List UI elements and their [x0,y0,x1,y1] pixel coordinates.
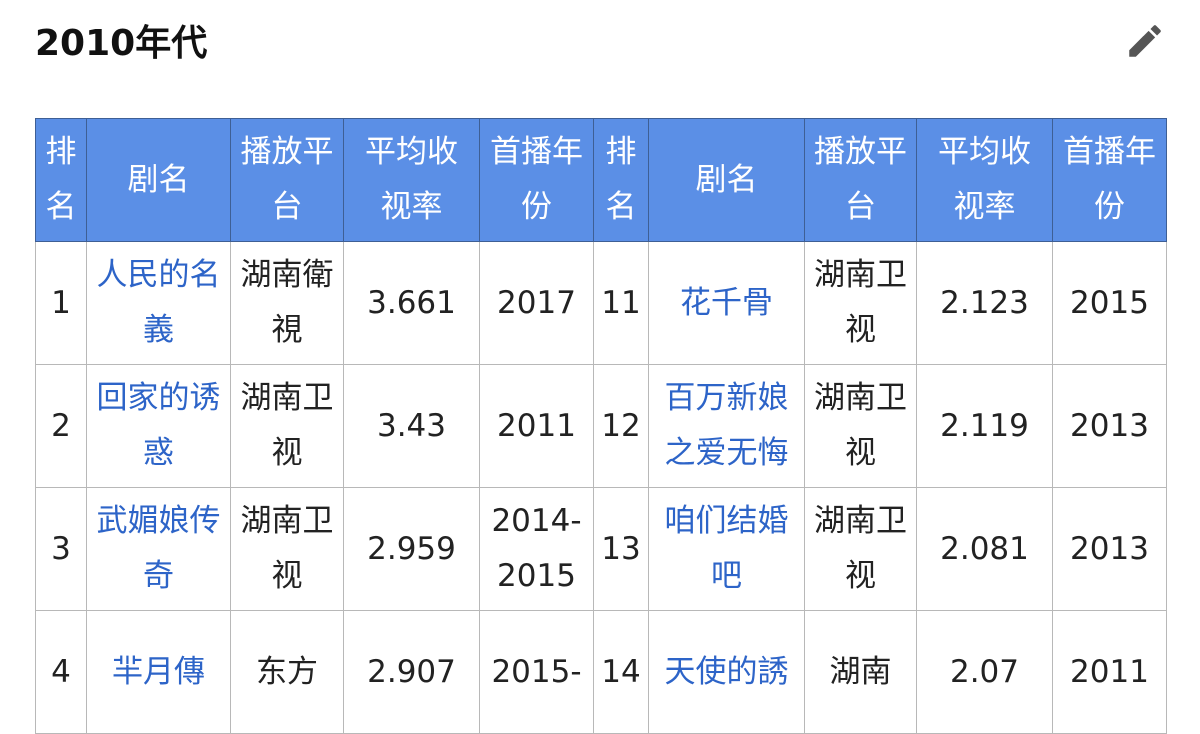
cell-rating: 2.081 [916,487,1053,611]
cell-rank: 3 [35,487,87,611]
cell-rank: 11 [593,241,649,365]
header-row: 排名 剧名 播放平台 平均收视率 首播年份 排名 剧名 播放平台 平均收视率 首播年份 [35,118,1167,242]
cell-rating: 2.07 [916,610,1053,734]
table-row: 3 武媚娘传奇 湖南卫视 2.959 2014-2015 13 咱们结婚吧 湖南卫视 2.081… [35,487,1167,611]
column-header: 平均收视率 [916,118,1053,242]
cell-year: 2011 [479,364,594,488]
column-header: 剧名 [648,118,805,242]
cell-platform: 湖南卫视 [804,241,917,365]
column-header: 首播年份 [1052,118,1167,242]
column-header: 剧名 [86,118,231,242]
cell-platform: 东方 [230,610,344,734]
show-title-link[interactable]: 人民的名義 [86,241,231,365]
table-row: 1 人民的名義 湖南衛視 3.661 2017 11 花千骨 湖南卫视 2.123 2015 [35,241,1167,365]
show-title-link[interactable]: 回家的诱惑 [86,364,231,488]
column-header: 首播年份 [479,118,594,242]
cell-rating: 2.123 [916,241,1053,365]
section-title: 2010年代 [35,23,208,64]
cell-rank: 1 [35,241,87,365]
cell-platform: 湖南衛視 [230,241,344,365]
cell-rating: 2.119 [916,364,1053,488]
cell-rank: 4 [35,610,87,734]
cell-rank: 14 [593,610,649,734]
cell-year: 2014-2015 [479,487,594,611]
cell-rank: 2 [35,364,87,488]
column-header: 平均收视率 [343,118,480,242]
cell-rank: 13 [593,487,649,611]
cell-year: 2011 [1052,610,1167,734]
cell-rating: 3.661 [343,241,480,365]
show-title-link[interactable]: 羋月傳 [86,610,231,734]
show-title-link[interactable]: 天使的誘 [648,610,805,734]
column-header: 排名 [35,118,87,242]
cell-rating: 2.907 [343,610,480,734]
cell-platform: 湖南 [804,610,917,734]
cell-rating: 3.43 [343,364,480,488]
cell-platform: 湖南卫视 [804,364,917,488]
column-header: 播放平台 [804,118,917,242]
column-header: 排名 [593,118,649,242]
table-row: 2 回家的诱惑 湖南卫视 3.43 2011 12 百万新娘之爱无悔 湖南卫视 2.119 201… [35,364,1167,488]
cell-platform: 湖南卫视 [230,487,344,611]
cell-rank: 12 [593,364,649,488]
ratings-table: 排名 剧名 播放平台 平均收视率 首播年份 排名 剧名 播放平台 平均收视率 首播年份 1 人民的名… [35,118,1167,734]
show-title-link[interactable]: 咱们结婚吧 [648,487,805,611]
pencil-icon[interactable] [1124,20,1166,62]
table-row: 4 羋月傳 东方 2.907 2015- 14 天使的誘 湖南 2.07 2011 [35,610,1167,734]
cell-year: 2015- [479,610,594,734]
column-header: 播放平台 [230,118,344,242]
show-title-link[interactable]: 百万新娘之爱无悔 [648,364,805,488]
show-title-link[interactable]: 武媚娘传奇 [86,487,231,611]
cell-year: 2013 [1052,364,1167,488]
cell-platform: 湖南卫视 [230,364,344,488]
cell-year: 2015 [1052,241,1167,365]
cell-year: 2017 [479,241,594,365]
cell-platform: 湖南卫视 [804,487,917,611]
cell-year: 2013 [1052,487,1167,611]
show-title-link[interactable]: 花千骨 [648,241,805,365]
cell-rating: 2.959 [343,487,480,611]
